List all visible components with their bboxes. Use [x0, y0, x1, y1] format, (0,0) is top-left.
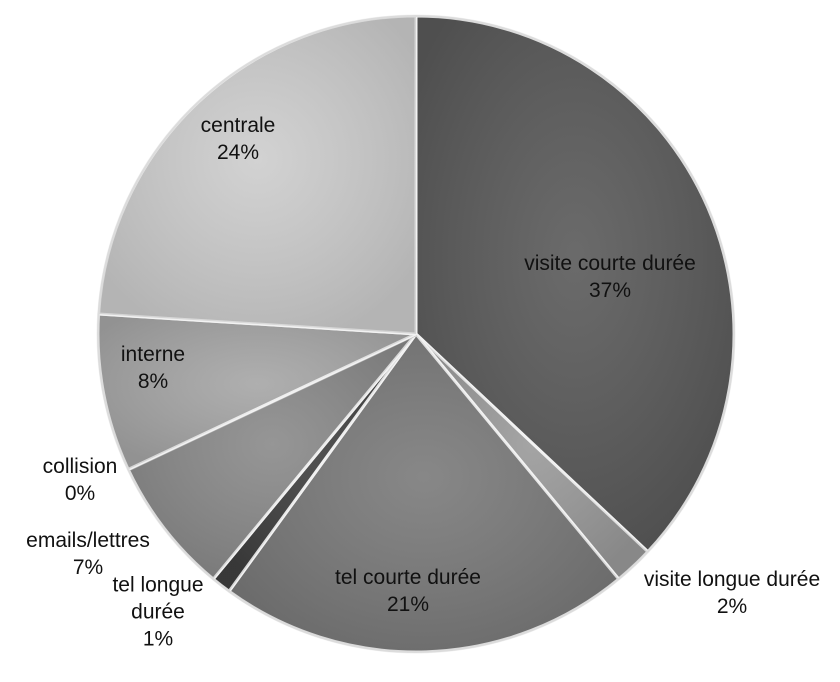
slice-category-label: centrale	[201, 114, 276, 137]
slice-value-label: 7%	[73, 556, 103, 579]
pie-slice-shading	[97, 314, 416, 470]
slice-category-label: tel longue	[112, 574, 203, 597]
slice-value-label: 8%	[138, 370, 168, 393]
slice-value-label: 2%	[717, 595, 747, 618]
slice-value-label: 24%	[217, 141, 259, 164]
slice-category-label: emails/lettres	[26, 529, 150, 552]
pie-labels: visite courte durée 37% visite longue duré…	[26, 114, 820, 651]
slice-value-label: 0%	[65, 482, 95, 505]
pie-outline	[97, 15, 735, 653]
slice-category-label: visite courte durée	[524, 252, 696, 275]
slice-category-label: collision	[43, 455, 118, 478]
slice-category-label: interne	[121, 343, 185, 366]
pie-slice-shading	[416, 334, 648, 580]
slice-category-label: durée	[131, 601, 185, 624]
pie-slice-shading	[213, 334, 416, 592]
pie-slice-shading	[128, 334, 416, 580]
slice-category-label: tel courte durée	[335, 566, 481, 589]
pie-slice-shading	[98, 16, 416, 334]
slice-value-label: 21%	[387, 593, 429, 616]
slice-value-label: 37%	[589, 279, 631, 302]
pie-slice-shading	[416, 16, 734, 552]
slice-category-label: visite longue durée	[644, 568, 820, 591]
pie-slices	[96, 14, 736, 654]
slice-value-label: 1%	[143, 628, 173, 651]
pie-slice-shading	[229, 334, 619, 652]
